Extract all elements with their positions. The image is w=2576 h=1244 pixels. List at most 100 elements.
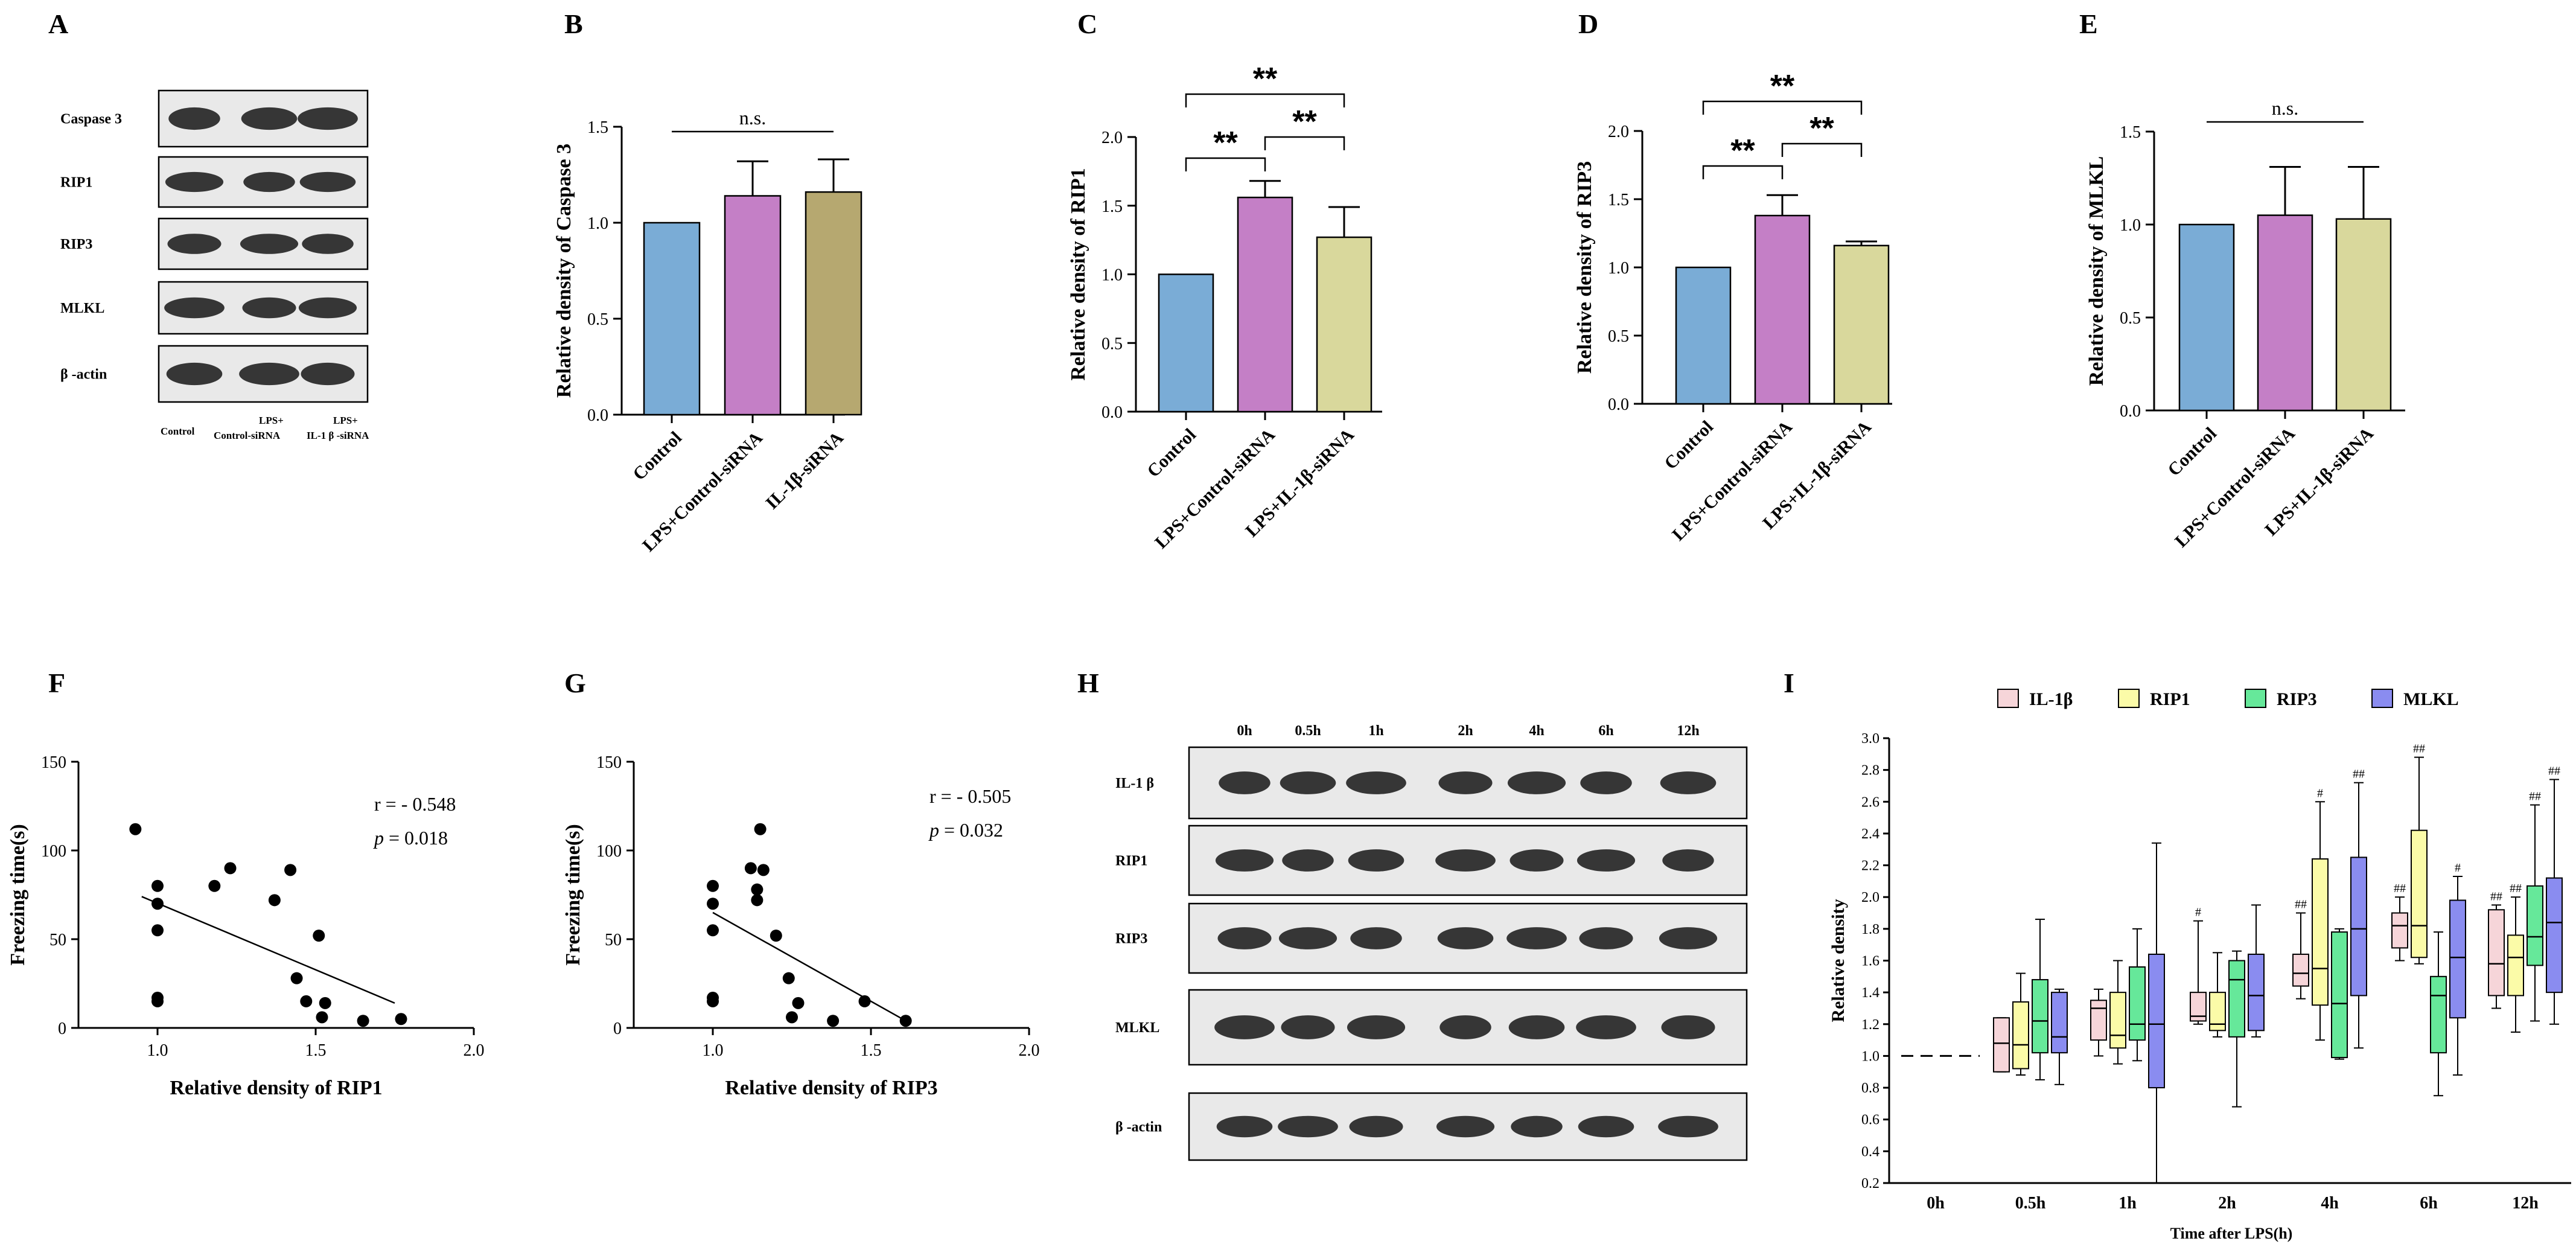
blot-band: [168, 107, 220, 130]
legend-label: RIP3: [2277, 689, 2317, 709]
legend-swatch: [2371, 689, 2393, 708]
blot-row-label: RIP1: [60, 175, 92, 191]
blot-row-label: MLKL: [60, 301, 104, 316]
significance-bracket: [1185, 157, 1266, 171]
bar: [805, 191, 862, 416]
y-tick-label: 0.8: [1861, 1080, 1879, 1096]
x-tick-label: IL-1β-siRNA: [762, 427, 847, 513]
blot-band: [1215, 849, 1274, 872]
data-point: [757, 864, 770, 876]
x-tick-label: 1.5: [305, 1041, 327, 1060]
x-tick-label: 0.5h: [2015, 1194, 2046, 1213]
significance-mark: ##: [2353, 768, 2365, 781]
lane-label: 4h: [1529, 723, 1544, 739]
bar: [643, 222, 701, 416]
blot-band: [1577, 849, 1636, 872]
box: [2012, 1001, 2029, 1070]
box: [2248, 953, 2265, 1032]
bar-chart-b: 0.0 0.5 1.0 1.5 Relative density of Caspase …: [553, 107, 862, 555]
x-tick-label: Control: [1660, 417, 1717, 474]
y-tick-label: 1.5: [2120, 123, 2141, 142]
y-tick-label: 2.0: [1101, 129, 1123, 147]
y-tick-label: 2.4: [1861, 826, 1879, 842]
p-value: = 0.018: [389, 827, 448, 849]
blot-band: [1216, 1115, 1273, 1138]
blot-band: [243, 171, 295, 193]
significance-label: **: [1770, 69, 1795, 104]
y-tick-label: 1.0: [1608, 259, 1629, 278]
y-tick-label: 100: [41, 842, 66, 861]
data-point: [151, 924, 164, 937]
lane-label: 0.5h: [1295, 723, 1321, 739]
blot-band: [1506, 927, 1567, 949]
y-tick-label: 1.0: [1861, 1048, 1879, 1064]
y-tick-label: 1.0: [1101, 266, 1123, 285]
data-point: [290, 972, 303, 984]
x-tick-label: 1.5: [861, 1041, 882, 1060]
y-tick-label: 0.0: [1101, 403, 1123, 422]
significance-mark: ##: [2413, 742, 2425, 756]
blot-band: [1348, 849, 1404, 872]
blot-band: [1346, 771, 1406, 794]
significance-bracket: [1702, 165, 1784, 179]
y-tick-label: 1.8: [1861, 922, 1879, 937]
x-tick-label: 2h: [2218, 1194, 2236, 1213]
blot-band: [298, 297, 357, 319]
y-tick-label: 0.2: [1861, 1176, 1879, 1191]
x-tick-label: 1.0: [703, 1041, 724, 1060]
data-point: [151, 995, 164, 1007]
x-tick-label: Control: [629, 428, 686, 485]
significance-mark: ##: [2548, 764, 2560, 777]
y-tick-label: 0.5: [2120, 309, 2141, 328]
y-tick-label: 2.0: [1861, 890, 1879, 905]
p-value: = 0.032: [944, 819, 1003, 841]
blot-row-label: β -actin: [60, 367, 107, 383]
bar: [2335, 218, 2392, 412]
y-tick-label: 1.2: [1861, 1017, 1879, 1033]
bar: [1158, 273, 1214, 413]
data-point: [707, 995, 719, 1007]
blot-band: [1282, 849, 1334, 872]
data-point: [786, 1011, 798, 1024]
lane-label: LPS+: [333, 415, 358, 426]
data-point: [899, 1015, 912, 1027]
legend-label: MLKL: [2403, 689, 2459, 709]
x-tick-label: 2.0: [464, 1041, 485, 1060]
panel-label-h: H: [1077, 668, 1099, 698]
y-tick-label: 1.0: [2120, 216, 2141, 235]
box: [2051, 992, 2068, 1054]
bar: [2178, 223, 2235, 412]
blot-band: [1576, 1015, 1636, 1039]
blot-band: [1278, 1115, 1338, 1138]
data-point: [707, 879, 719, 892]
significance-mark: ##: [2529, 790, 2541, 803]
bar: [1833, 244, 1890, 405]
lane-label: LPS+: [259, 415, 284, 426]
box: [2032, 979, 2048, 1054]
blot-band: [240, 234, 299, 254]
data-point: [395, 1013, 407, 1026]
blot-row-label: RIP1: [1115, 853, 1147, 869]
data-point: [751, 883, 764, 896]
significance-mark: ##: [2394, 882, 2406, 895]
y-tick-label: 0.6: [1861, 1112, 1879, 1128]
box: [2546, 877, 2563, 994]
y-tick-label: 0.5: [1101, 334, 1123, 353]
x-tick-label: 0h: [1927, 1194, 1945, 1213]
blot-band: [1217, 927, 1272, 949]
blot-band: [1349, 1115, 1403, 1138]
blot-band: [1579, 927, 1633, 949]
data-point: [316, 1011, 328, 1024]
y-tick-label: 1.4: [1861, 985, 1879, 1001]
blot-band: [1507, 771, 1566, 794]
bar: [1316, 236, 1372, 413]
box: [2312, 858, 2329, 1006]
data-point: [782, 972, 795, 984]
lane-label: 1h: [1368, 723, 1383, 739]
blot-band: [1511, 1115, 1563, 1138]
x-tick-label: Control: [2164, 424, 2221, 480]
y-axis-label: Relative density of RIP1: [1067, 168, 1089, 380]
box: [2228, 960, 2245, 1038]
blot-band: [1439, 1015, 1491, 1039]
panel-label-i: I: [1784, 668, 1794, 698]
